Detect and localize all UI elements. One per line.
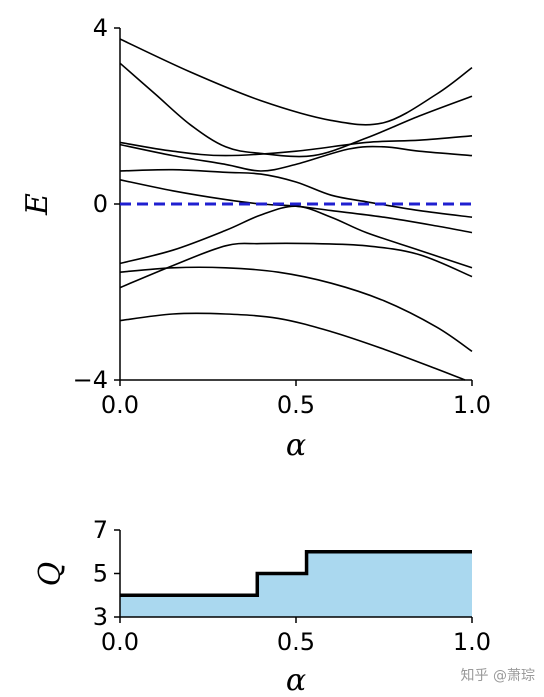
- band-plot: 0.0 0.5 1.0 −4 0 4 α E: [20, 14, 491, 463]
- top-y-tick-label: 4: [93, 14, 108, 42]
- top-y-tick-label: 0: [93, 190, 108, 218]
- top-ticks: 0.0 0.5 1.0 −4 0 4: [73, 14, 491, 419]
- bottom-y-tick-label: 5: [93, 560, 108, 588]
- bottom-x-tick-label: 1.0: [453, 628, 491, 656]
- band-curve-4: [119, 143, 473, 172]
- charge-step-line: [120, 550, 472, 597]
- top-x-tick-label: 0.5: [277, 391, 315, 419]
- top-x-tick-label: 0.0: [101, 391, 139, 419]
- bottom-x-tick-label: 0.5: [277, 628, 315, 656]
- bottom-y-axis-label: Q: [33, 562, 68, 587]
- bottom-ticks: 0.0 0.5 1.0 3 5 7: [93, 516, 491, 656]
- top-x-axis-label: α: [286, 428, 306, 463]
- band-curve-1: [119, 38, 473, 126]
- bottom-y-tick-label: 3: [93, 603, 108, 631]
- band-curve-10: [119, 312, 466, 381]
- band-curves: [119, 38, 473, 381]
- band-curve-8: [119, 242, 473, 289]
- bottom-y-tick-label: 7: [93, 516, 108, 544]
- charge-plot: 0.0 0.5 1.0 3 5 7 α Q: [33, 516, 491, 697]
- band-curve-9: [119, 266, 473, 353]
- band-curve-3: [119, 135, 473, 157]
- top-x-tick-label: 1.0: [453, 391, 491, 419]
- watermark: 知乎 @萧琮: [461, 667, 535, 684]
- band-curve-5: [119, 168, 473, 218]
- top-y-axis-label: E: [20, 193, 55, 216]
- top-y-tick-label: −4: [73, 366, 108, 394]
- bottom-x-axis-label: α: [286, 663, 306, 697]
- band-curve-2: [119, 62, 473, 158]
- charge-area-fill: [120, 551, 472, 617]
- band-curve-7: [119, 205, 473, 269]
- bottom-x-tick-label: 0.0: [101, 628, 139, 656]
